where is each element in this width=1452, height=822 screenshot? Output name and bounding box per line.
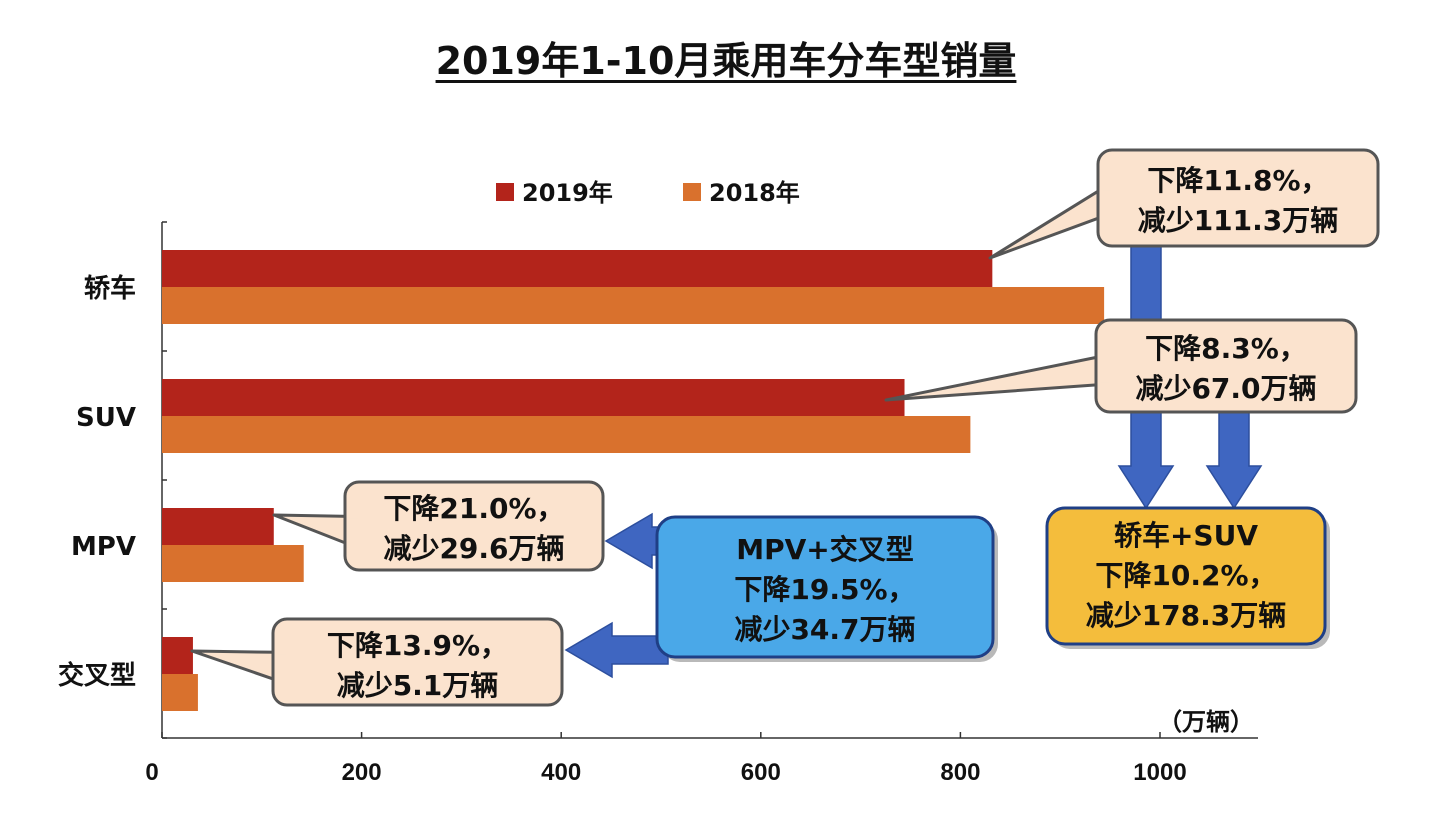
summary-box-sedan-suv — [1045, 506, 1327, 646]
callout-text: 减少29.6万辆 — [383, 532, 564, 565]
category-label: 轿车 — [84, 273, 136, 304]
callout-box — [1094, 318, 1358, 414]
summary-text-sedan-suv: 轿车+SUV — [1114, 519, 1258, 552]
category-label: 交叉型 — [58, 660, 136, 691]
x-axis-unit: （万辆） — [1158, 709, 1254, 736]
callout-joint — [278, 654, 286, 679]
callout-text: 下降8.3%， — [1145, 332, 1307, 365]
x-tick-label: 0 — [145, 759, 158, 786]
bar-2019 — [162, 250, 993, 287]
summary-text-mpv-cross: 减少34.7万辆 — [734, 613, 915, 646]
bar-2019 — [162, 379, 905, 416]
chart-title: 2019年1-10月乘用车分车型销量 — [435, 39, 1017, 83]
summary-text-sedan-suv: 下降10.2%， — [1095, 559, 1276, 592]
callout-mpv: 下降21.0%， 减少29.6万辆 — [272, 480, 605, 572]
callout-text: 减少67.0万辆 — [1135, 372, 1316, 405]
bar-2018 — [162, 416, 971, 453]
summary-box-mpv-cross — [655, 515, 995, 659]
x-tick-label: 600 — [741, 759, 781, 786]
bar-2018 — [162, 287, 1105, 324]
summary-text-mpv-cross: MPV+交叉型 — [736, 533, 914, 566]
callout-text: 减少5.1万辆 — [337, 669, 499, 702]
callout-pointer — [988, 187, 1104, 260]
callout-text: 减少111.3万辆 — [1138, 204, 1339, 237]
x-tick-label: 200 — [342, 759, 382, 786]
callout-pointer — [272, 513, 351, 546]
callout-box — [343, 480, 605, 572]
summary-text-sedan-suv: 减少178.3万辆 — [1086, 599, 1287, 632]
callout-box — [271, 617, 564, 707]
callout-joint — [1103, 190, 1111, 215]
bar-2019 — [162, 637, 193, 674]
callout-pointer — [884, 355, 1102, 402]
callout-cross: 下降13.9%， 减少5.1万辆 — [190, 617, 564, 707]
callout-suv: 下降8.3%， 减少67.0万辆 — [884, 318, 1358, 414]
legend-swatch-2019 — [496, 183, 514, 201]
callout-text: 下降21.0%， — [383, 492, 564, 525]
x-tick-label: 1000 — [1133, 759, 1186, 786]
category-label: SUV — [76, 403, 136, 433]
callout-sedan: 下降11.8%， 减少111.3万辆 — [988, 148, 1380, 260]
callout-pointer — [190, 649, 279, 682]
callout-text: 下降11.8%， — [1147, 164, 1328, 197]
x-tick-label: 800 — [940, 759, 980, 786]
legend-label-2018: 2018年 — [709, 179, 800, 207]
category-label: MPV — [71, 532, 136, 562]
bar-2018 — [162, 674, 198, 711]
callout-joint — [350, 518, 358, 543]
summary-text-mpv-cross: 下降19.5%， — [734, 573, 915, 606]
legend-swatch-2018 — [683, 183, 701, 201]
x-tick-label: 400 — [541, 759, 581, 786]
legend-label-2019: 2019年 — [522, 179, 613, 207]
bar-2018 — [162, 545, 304, 582]
bar-2019 — [162, 508, 274, 545]
callout-joint — [1101, 358, 1109, 383]
left-arrow-icon — [564, 621, 669, 679]
callout-text: 下降13.9%， — [327, 629, 508, 662]
callout-box — [1096, 148, 1380, 248]
down-arrow-icon — [1205, 399, 1263, 510]
